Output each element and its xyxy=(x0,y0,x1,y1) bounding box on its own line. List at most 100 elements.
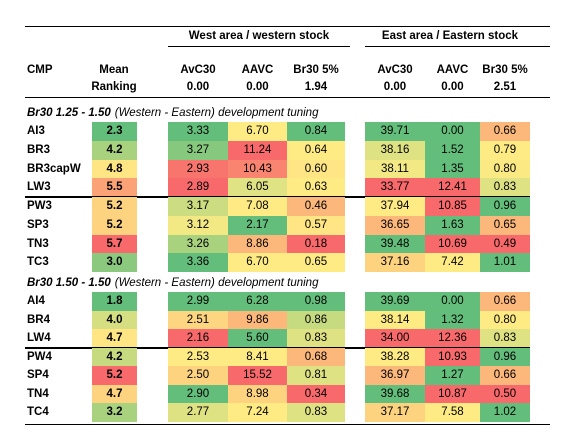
value-cell: 4.8 xyxy=(92,159,137,179)
value-cell: 12.36 xyxy=(425,329,480,348)
value-cell: 3.0 xyxy=(92,253,137,272)
cmp-label: BR3capW xyxy=(27,162,81,175)
value-cell: 3.33 xyxy=(168,122,228,141)
value-cell: 4.7 xyxy=(92,384,137,403)
column-header: Ranking xyxy=(91,81,137,93)
value-cell: 8.86 xyxy=(228,234,287,254)
value-cell: 0.83 xyxy=(480,329,530,348)
baseline-value: 0.00 xyxy=(186,81,210,93)
value-cell: 3.12 xyxy=(168,215,228,235)
value-cell: 5.2 xyxy=(92,197,137,216)
value-cell: 0.66 xyxy=(480,292,530,311)
section-title-italic: (Western - Eastern) development tuning xyxy=(114,107,319,119)
value-cell: 5.7 xyxy=(92,234,137,254)
value-cell: 0.57 xyxy=(287,215,345,235)
value-cell: 0.63 xyxy=(287,178,345,197)
value-cell: 0.65 xyxy=(287,253,345,272)
value-cell: 0.65 xyxy=(480,215,530,235)
value-cell: 5.60 xyxy=(228,329,287,348)
value-cell: 1.52 xyxy=(425,140,480,160)
value-cell: 5.2 xyxy=(92,215,137,235)
value-cell: 1.01 xyxy=(480,253,530,272)
rule xyxy=(25,97,550,98)
value-cell: 11.24 xyxy=(228,140,287,160)
value-cell: 4.7 xyxy=(92,329,137,348)
value-cell: 0.80 xyxy=(480,159,530,179)
value-cell: 2.3 xyxy=(92,122,137,141)
value-cell: 7.08 xyxy=(228,197,287,216)
value-cell: 6.70 xyxy=(228,122,287,141)
value-cell: 6.28 xyxy=(228,292,287,311)
value-cell: 39.69 xyxy=(365,292,425,311)
rule xyxy=(25,26,550,27)
value-cell: 7.58 xyxy=(425,403,480,422)
column-header: AvC30 xyxy=(180,64,216,76)
cmp-label: PW3 xyxy=(27,200,52,212)
value-cell: 0.64 xyxy=(287,140,345,160)
column-header: AvC30 xyxy=(377,64,413,76)
value-cell: 2.89 xyxy=(168,178,228,197)
value-cell: 37.16 xyxy=(365,253,425,272)
value-cell: 10.93 xyxy=(425,347,480,366)
value-cell: 7.24 xyxy=(228,403,287,422)
value-cell: 15.52 xyxy=(228,366,287,385)
value-cell: 3.36 xyxy=(168,253,228,272)
value-cell: 38.11 xyxy=(365,159,425,179)
cmp-label: TN4 xyxy=(27,387,49,400)
value-cell: 0.46 xyxy=(287,197,345,216)
value-cell: 3.27 xyxy=(168,140,228,160)
value-cell: 0.83 xyxy=(287,329,345,348)
value-cell: 0.18 xyxy=(287,234,345,254)
value-cell: 0.49 xyxy=(480,234,530,254)
value-cell: 2.16 xyxy=(168,329,228,348)
cmp-label: SP4 xyxy=(27,369,49,381)
rule xyxy=(25,424,550,425)
value-cell: 38.16 xyxy=(365,140,425,160)
column-header: Br30 5% xyxy=(482,64,528,76)
baseline-value: 0.00 xyxy=(441,81,464,93)
value-cell: 2.51 xyxy=(168,310,228,329)
value-cell: 0.66 xyxy=(480,366,530,385)
rule xyxy=(168,46,350,47)
cmp-label: TC4 xyxy=(27,406,49,418)
group-header: West area / western stock xyxy=(188,30,330,42)
value-cell: 5.5 xyxy=(92,178,137,197)
value-cell: 0.84 xyxy=(287,122,345,141)
value-cell: 0.50 xyxy=(480,384,530,403)
baseline-value: 0.00 xyxy=(383,81,407,93)
baseline-value: 2.51 xyxy=(493,81,517,93)
value-cell: 33.77 xyxy=(365,178,425,197)
section-title-italic: (Western - Eastern) development tuning xyxy=(114,277,319,289)
value-cell: 4.2 xyxy=(92,140,137,160)
value-cell: 4.2 xyxy=(92,347,137,366)
value-cell: 1.35 xyxy=(425,159,480,179)
value-cell: 0.83 xyxy=(480,178,530,197)
value-cell: 6.05 xyxy=(228,178,287,197)
cmp-label: LW4 xyxy=(27,332,51,344)
value-cell: 0.00 xyxy=(425,292,480,311)
section-title-bold: Br30 1.50 - 1.50 xyxy=(27,277,111,289)
value-cell: 0.68 xyxy=(287,347,345,366)
cmp-label: PW4 xyxy=(27,350,52,363)
value-cell: 6.70 xyxy=(228,253,287,272)
value-cell: 10.85 xyxy=(425,197,480,216)
value-cell: 2.99 xyxy=(168,292,228,311)
value-cell: 0.83 xyxy=(287,403,345,422)
value-cell: 2.50 xyxy=(168,366,228,385)
value-cell: 38.28 xyxy=(365,347,425,366)
value-cell: 1.27 xyxy=(425,366,480,385)
rule xyxy=(365,46,550,47)
value-cell: 7.42 xyxy=(425,253,480,272)
value-cell: 1.8 xyxy=(92,292,137,311)
cmp-label: BR3 xyxy=(27,143,51,156)
value-cell: 10.43 xyxy=(228,159,287,179)
value-cell: 2.17 xyxy=(228,215,287,235)
value-cell: 0.96 xyxy=(480,197,530,216)
value-cell: 0.80 xyxy=(480,310,530,329)
value-cell: 0.34 xyxy=(287,384,345,403)
value-cell: 36.65 xyxy=(365,215,425,235)
value-cell: 0.86 xyxy=(287,310,345,329)
value-cell: 4.0 xyxy=(92,310,137,329)
value-cell: 0.66 xyxy=(480,122,530,141)
